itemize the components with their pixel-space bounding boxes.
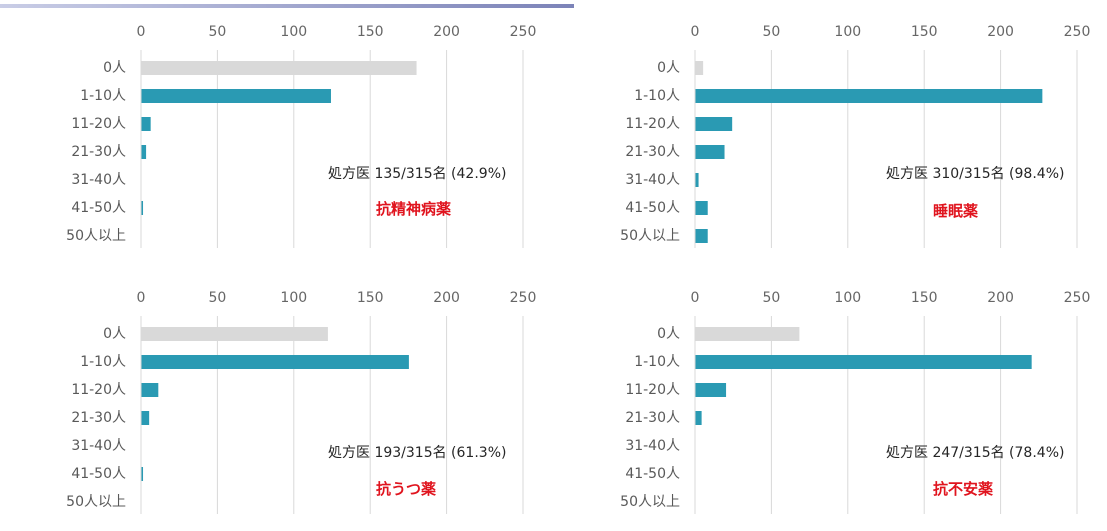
x-tick-label: 50: [762, 24, 780, 40]
x-tick-label: 100: [834, 290, 861, 306]
category-label: 41-50人: [625, 200, 680, 216]
drug-class-label: 抗うつ薬: [376, 480, 437, 498]
x-tick-label: 150: [911, 290, 938, 306]
category-label: 31-40人: [71, 172, 126, 188]
x-tick-label: 100: [280, 24, 307, 40]
category-label: 41-50人: [71, 466, 126, 482]
x-tick-label: 0: [691, 290, 700, 306]
bar: [695, 201, 708, 215]
prescriber-note: 処方医 135/315名 (42.9%): [328, 166, 507, 182]
category-label: 1-10人: [634, 354, 680, 370]
chart-svg: 0 50 100 150 200 250 0人 1-10人 11-20人 21-30人 31-40人…: [66, 290, 537, 514]
bar: [695, 383, 727, 397]
chart-antidepressant: 0 50 100 150 200 250 0人 1-10人 11-20人 21-30人 31-40人…: [0, 266, 553, 531]
chart-svg: 0 50 100 150 200 250 0人 1-10人 11-20人 21-30人 31-40人…: [66, 24, 537, 248]
category-label: 1-10人: [634, 88, 680, 104]
bar: [695, 173, 699, 187]
x-tick-label: 0: [137, 24, 146, 40]
category-label: 50人以上: [620, 228, 680, 244]
category-label: 0人: [657, 60, 680, 76]
category-label: 0人: [103, 326, 126, 342]
category-label: 11-20人: [71, 382, 126, 398]
category-label: 41-50人: [71, 200, 126, 216]
category-label: 0人: [103, 60, 126, 76]
category-label: 1-10人: [80, 88, 126, 104]
drug-class-label: 睡眠薬: [933, 202, 979, 220]
x-tick-label: 0: [137, 290, 146, 306]
prescriber-note: 処方医 310/315名 (98.4%): [886, 166, 1065, 182]
bar: [141, 89, 331, 103]
bar: [141, 145, 147, 159]
bar: [141, 117, 151, 131]
header-rule: [0, 4, 574, 8]
category-label: 31-40人: [625, 438, 680, 454]
chart-svg: 0 50 100 150 200 250 0人 1-10人 11-20人 21-30人 31-40人…: [620, 290, 1091, 514]
bar: [141, 383, 159, 397]
drug-class-label: 抗不安薬: [933, 480, 994, 498]
bar: [695, 61, 704, 75]
x-tick-label: 200: [987, 24, 1014, 40]
x-tick-label: 250: [1064, 290, 1091, 306]
chart-antipsychotic: 0 50 100 150 200 250 0人 1-10人 11-20人 21-30人 31-40人…: [0, 0, 553, 265]
bar: [141, 411, 150, 425]
x-tick-label: 250: [510, 24, 537, 40]
bar: [141, 201, 144, 215]
category-label: 21-30人: [71, 410, 126, 426]
bar: [695, 117, 733, 131]
bar: [141, 467, 144, 481]
category-label: 31-40人: [71, 438, 126, 454]
x-tick-label: 50: [208, 290, 226, 306]
x-tick-label: 50: [208, 24, 226, 40]
chart-hypnotic: 0 50 100 150 200 250 0人 1-10人 11-20人 21-30人 31-40人…: [554, 0, 1107, 265]
bar: [695, 411, 702, 425]
prescriber-note: 処方医 247/315名 (78.4%): [886, 445, 1065, 461]
bar: [695, 89, 1043, 103]
category-label: 0人: [657, 326, 680, 342]
category-label: 11-20人: [71, 116, 126, 132]
x-tick-label: 50: [762, 290, 780, 306]
x-tick-label: 100: [280, 290, 307, 306]
bar: [141, 327, 328, 341]
category-label: 21-30人: [625, 144, 680, 160]
category-label: 11-20人: [625, 382, 680, 398]
x-tick-label: 0: [691, 24, 700, 40]
drug-class-label: 抗精神病薬: [376, 200, 452, 218]
x-tick-label: 200: [433, 290, 460, 306]
category-label: 50人以上: [66, 494, 126, 510]
category-label: 21-30人: [71, 144, 126, 160]
chart-svg: 0 50 100 150 200 250 0人 1-10人 11-20人 21-30人 31-40人…: [620, 24, 1091, 248]
category-label: 31-40人: [625, 172, 680, 188]
x-tick-label: 200: [987, 290, 1014, 306]
x-tick-label: 100: [834, 24, 861, 40]
category-label: 11-20人: [625, 116, 680, 132]
chart-anxiolytic: 0 50 100 150 200 250 0人 1-10人 11-20人 21-30人 31-40人…: [554, 266, 1107, 531]
x-tick-label: 250: [510, 290, 537, 306]
x-tick-label: 200: [433, 24, 460, 40]
prescriber-note: 処方医 193/315名 (61.3%): [328, 445, 507, 461]
x-tick-label: 150: [357, 290, 384, 306]
category-label: 50人以上: [66, 228, 126, 244]
bar: [695, 355, 1032, 369]
category-label: 1-10人: [80, 354, 126, 370]
bar: [141, 355, 409, 369]
x-tick-label: 250: [1064, 24, 1091, 40]
bar: [141, 61, 417, 75]
bar: [695, 327, 800, 341]
x-tick-label: 150: [357, 24, 384, 40]
bar: [695, 229, 708, 243]
category-label: 21-30人: [625, 410, 680, 426]
bar: [695, 145, 725, 159]
category-label: 41-50人: [625, 466, 680, 482]
category-label: 50人以上: [620, 494, 680, 510]
x-tick-label: 150: [911, 24, 938, 40]
